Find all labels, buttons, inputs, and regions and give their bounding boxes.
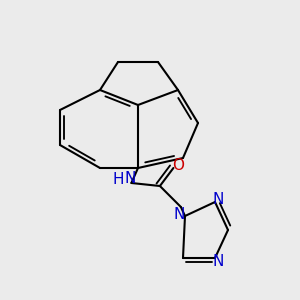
Text: N: N [212,191,224,206]
Text: N: N [124,171,136,186]
Text: N: N [174,207,185,222]
Text: H: H [112,172,124,188]
Text: N: N [212,254,224,268]
Text: O: O [172,158,184,173]
